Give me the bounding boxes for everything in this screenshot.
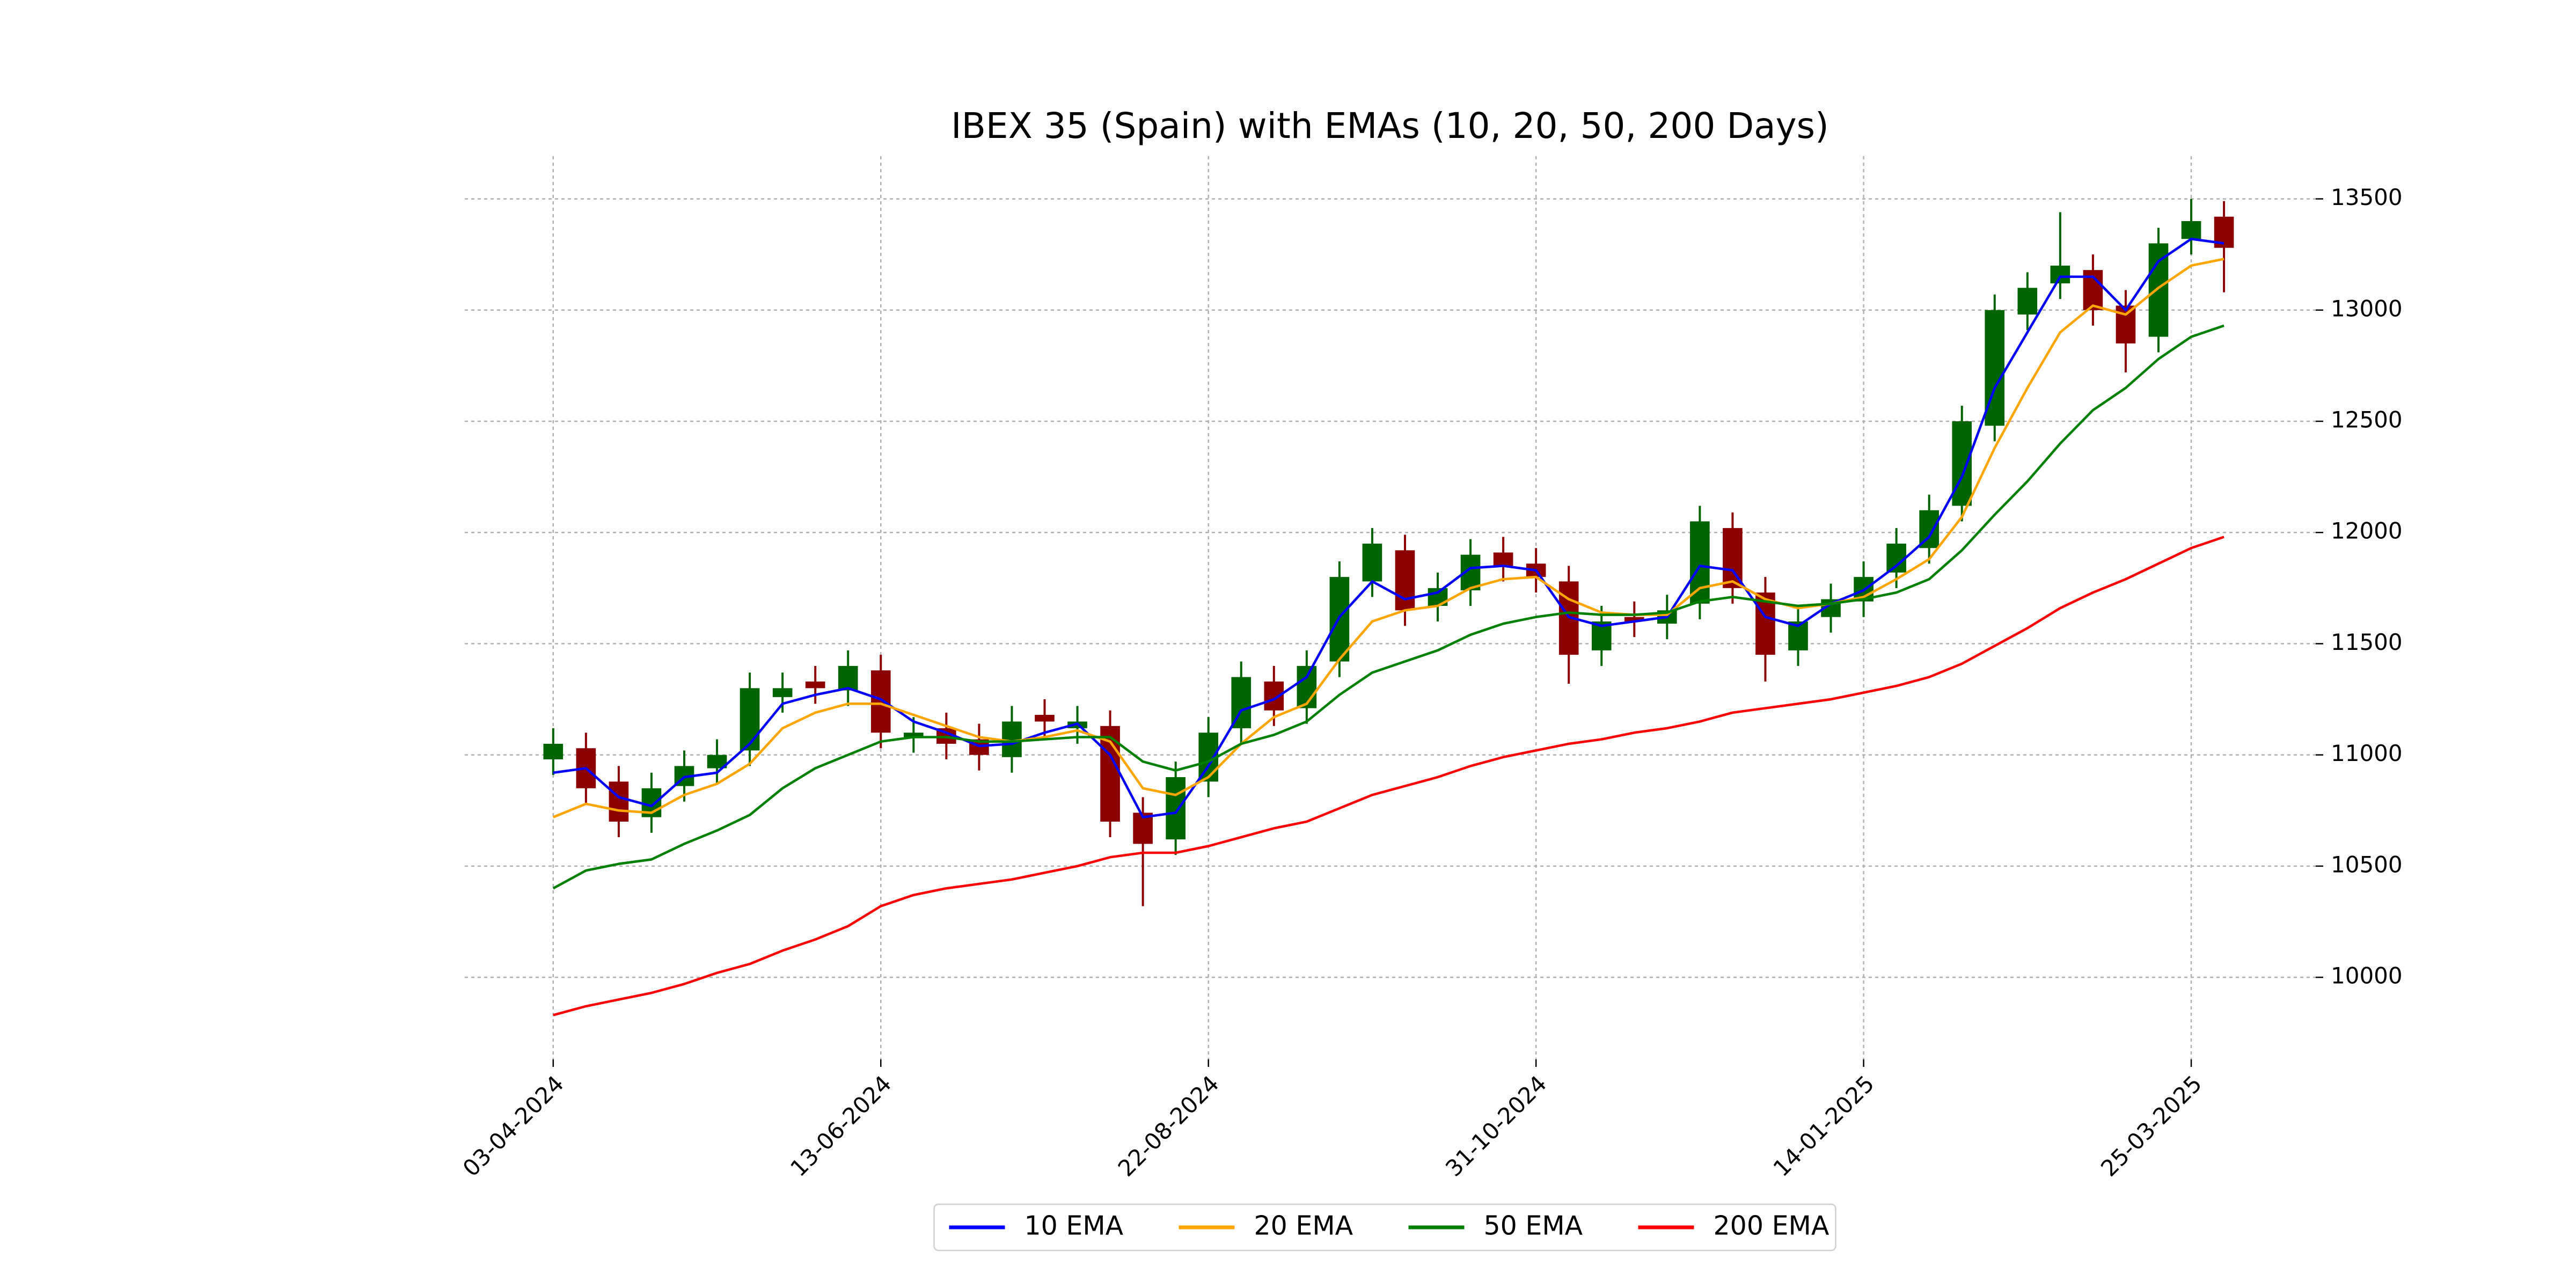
- y-tick-label: 12000: [2331, 518, 2403, 544]
- candle-body: [1002, 721, 1022, 757]
- legend-box: [933, 1203, 1836, 1252]
- candle-body: [805, 681, 825, 689]
- candle-body: [740, 688, 760, 751]
- candle-body: [870, 670, 891, 733]
- candle-body: [2148, 243, 2169, 337]
- candle-body: [1395, 550, 1415, 611]
- ema-line: [553, 237, 2224, 818]
- y-tick-label: 10000: [2331, 963, 2403, 989]
- candle-body: [1886, 543, 1906, 573]
- y-tick-label: 10500: [2331, 851, 2403, 877]
- y-tick-label: 13500: [2331, 184, 2403, 210]
- candle-body: [1952, 421, 1972, 506]
- legend-label: 200 EMA: [1714, 1211, 1829, 1241]
- y-tick-label: 11000: [2331, 740, 2403, 766]
- candle-body: [2050, 265, 2070, 284]
- ema-line: [553, 536, 2224, 1016]
- ema-line: [552, 324, 2224, 890]
- legend-label: 10 EMA: [1024, 1211, 1124, 1241]
- chart-title: IBEX 35 (Spain) with EMAs (10, 20, 50, 2…: [951, 105, 1829, 147]
- candle-body: [543, 743, 564, 759]
- candle-body: [838, 665, 858, 691]
- candle-body: [1493, 552, 1513, 566]
- candle-body: [1690, 521, 1710, 604]
- candle-body: [1362, 543, 1382, 582]
- ema-line: [552, 258, 2224, 818]
- legend-label: 50 EMA: [1484, 1211, 1583, 1241]
- candle-body: [2017, 288, 2038, 315]
- y-tick-label: 13000: [2331, 295, 2403, 321]
- y-tick-label: 12500: [2331, 407, 2403, 433]
- candle-body: [1035, 715, 1055, 722]
- candle-body: [903, 733, 924, 737]
- candle-body: [772, 688, 793, 697]
- candle-body: [1297, 665, 1317, 708]
- legend-label: 20 EMA: [1254, 1211, 1353, 1241]
- y-tick-label: 11500: [2331, 629, 2403, 655]
- candle-body: [609, 781, 629, 822]
- candle-body: [1624, 617, 1644, 621]
- candle-body: [2181, 221, 2201, 239]
- candle-body: [1166, 777, 1185, 840]
